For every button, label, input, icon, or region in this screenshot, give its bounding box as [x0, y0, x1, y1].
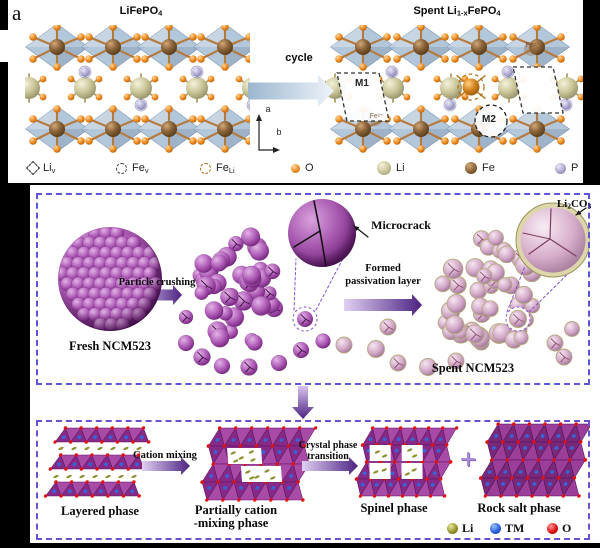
passivation-label-line2: passivation layer — [345, 276, 421, 287]
li-vacancy-label: Liv — [43, 162, 55, 175]
bottom-legend-tm: TM — [490, 521, 524, 536]
axis-indicator — [256, 114, 280, 153]
legend-item-lithium: Li — [377, 158, 405, 178]
axis-a-label: a — [265, 104, 271, 114]
cation-mixing-label: Cation mixing — [133, 450, 197, 461]
lv-sub: v — [51, 165, 56, 175]
oxygen-icon — [291, 163, 300, 173]
left-notch — [0, 30, 8, 62]
tm-ball-icon — [490, 523, 501, 534]
cycle-arrow — [248, 75, 334, 107]
fe2-main: Fe — [369, 113, 378, 120]
fl-sub: Li — [228, 165, 235, 175]
spent-title-p1: Spent Li — [413, 5, 457, 17]
lithium-icon — [377, 161, 391, 175]
cycle-label: cycle — [285, 52, 313, 64]
fe-vacancy-label: Fev — [132, 162, 149, 175]
microcrack-label: Microcrack — [371, 218, 431, 232]
legend-item-phosphorus: P — [555, 158, 578, 178]
li2co3-s1: 2 — [567, 201, 571, 211]
o-legend-label: O — [562, 521, 572, 535]
fv-sub: v — [144, 165, 149, 175]
rocksalt-phase-label: Rock salt phase — [477, 501, 561, 515]
axis-b-label: b — [276, 127, 282, 137]
iron-label: Fe — [482, 162, 495, 174]
m2-label: M2 — [482, 114, 496, 125]
lv-main: Li — [43, 161, 52, 174]
legend-item-li-vacancy: Liv — [25, 158, 55, 178]
li2co3-p2: CO — [570, 198, 588, 210]
li2co3-s2: 3 — [587, 201, 592, 211]
fe2-label-2: Fe2+ — [525, 42, 538, 49]
legend-item-fe-li-antisite: FeLi — [200, 158, 235, 178]
spent-lifepo4-title: Spent Li1-xFePO4 — [413, 5, 501, 18]
legend-item-oxygen: O — [291, 158, 314, 178]
phosphorus-icon — [555, 162, 566, 174]
lifepo4-title-main: LiFePO — [119, 5, 159, 17]
spent-title-s2: 4 — [496, 8, 501, 18]
plus-sign: + — [459, 443, 477, 476]
li-vacancy-icon — [25, 160, 41, 176]
legend-item-fe-vacancy: Fev — [116, 158, 149, 178]
fe-vacancy-icon — [116, 162, 127, 174]
panel-label-a: a — [12, 1, 22, 25]
li2co3-p1: Li — [556, 198, 568, 210]
lifepo4-title-sub: 4 — [158, 8, 163, 18]
fe2-sup: 2+ — [377, 112, 383, 118]
m1-label: M1 — [355, 78, 369, 89]
lifepo4-title: LiFePO4 — [119, 5, 163, 18]
phase-panel-border — [36, 420, 590, 540]
fe-li-label: FeLi — [216, 162, 235, 175]
oxygen-label: O — [305, 162, 314, 174]
spinel-phase-label: Spinel phase — [360, 501, 428, 515]
fl-main: Fe — [216, 161, 229, 174]
o-ball-icon — [547, 523, 558, 534]
transition-label-line2: transition — [307, 451, 349, 462]
lifepo4-structure — [25, 25, 250, 153]
layered-phase-label: Layered phase — [61, 504, 139, 518]
passivation-label-line1: Formed — [365, 263, 401, 274]
iron-icon — [465, 162, 477, 174]
ncm-panel-border — [36, 193, 590, 385]
tm-legend-label: TM — [505, 521, 525, 535]
spent-title-p2: FePO — [467, 5, 497, 17]
phase-transition-art — [43, 422, 590, 502]
partial-phase-label-line2: -mixing phase — [193, 516, 269, 530]
fe2-label-1: Fe2+ — [369, 113, 382, 120]
spent-ncm-label: Spent NCM523 — [431, 361, 515, 375]
partial-phase-label-line1: Partially cation — [194, 503, 278, 517]
particle-crushing-label: Particle crushing — [118, 277, 196, 288]
fe-li-antisite-icon — [200, 162, 211, 174]
lithium-label: Li — [396, 162, 405, 174]
li-ball-icon — [447, 523, 458, 534]
transition-label-line1: Crystal phase — [298, 440, 358, 451]
bottom-legend-li: Li — [447, 521, 473, 536]
legend-item-iron: Fe — [465, 158, 495, 178]
spent-title-s1: 1-x — [456, 8, 468, 18]
bottom-legend-o: O — [547, 521, 571, 536]
phosphorus-label: P — [571, 162, 579, 174]
ncm-degradation-art — [58, 199, 590, 376]
li-legend-label: Li — [462, 521, 474, 535]
fv-main: Fe — [132, 161, 145, 174]
fe2-main2: Fe — [525, 42, 534, 49]
fresh-ncm-label: Fresh NCM523 — [68, 339, 152, 353]
fe2-sup2: 2+ — [533, 41, 539, 47]
spent-lifepo4-structure — [325, 25, 583, 153]
li2co3-label: Li2CO3 — [556, 198, 592, 211]
down-arrow — [292, 386, 314, 419]
